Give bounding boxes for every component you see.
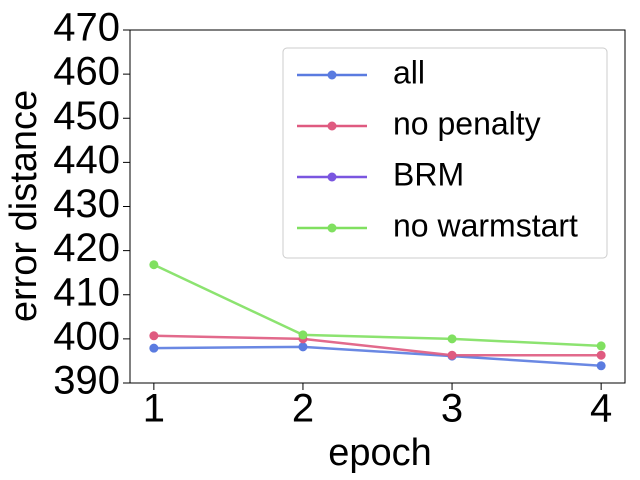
series-point bbox=[149, 331, 159, 341]
y-tick-label: 440 bbox=[53, 138, 120, 182]
series-point bbox=[447, 350, 457, 360]
y-tick-label: 430 bbox=[53, 182, 120, 226]
y-tick-label: 470 bbox=[53, 6, 120, 50]
series-point bbox=[149, 343, 159, 353]
x-axis-label: epoch bbox=[328, 432, 432, 474]
legend-marker bbox=[327, 70, 337, 80]
series-point bbox=[298, 330, 308, 340]
series-line bbox=[153, 263, 602, 348]
legend-marker bbox=[327, 223, 337, 233]
series-point bbox=[149, 260, 159, 270]
series-point bbox=[596, 350, 606, 360]
y-tick-label: 420 bbox=[53, 226, 120, 270]
x-tick-label: 3 bbox=[441, 387, 463, 431]
y-axis-label: error distance bbox=[3, 90, 45, 322]
y-tick-label: 450 bbox=[53, 94, 120, 138]
series-line bbox=[153, 345, 602, 368]
x-tick-label: 4 bbox=[590, 387, 612, 431]
x-tick-label: 2 bbox=[292, 387, 314, 431]
legend-marker bbox=[327, 121, 337, 131]
x-tick-label: 1 bbox=[143, 387, 165, 431]
series-line bbox=[153, 334, 602, 357]
legend-box bbox=[282, 47, 608, 259]
legend-label: all bbox=[393, 54, 425, 90]
legend-label: no penalty bbox=[393, 105, 541, 141]
plot-frame bbox=[129, 29, 626, 384]
legend-label: BRM bbox=[393, 156, 464, 192]
y-tick-label: 390 bbox=[53, 359, 120, 403]
series-point bbox=[447, 334, 457, 344]
legend-label: no warmstart bbox=[393, 207, 578, 243]
legend-marker bbox=[327, 172, 337, 182]
series-point bbox=[596, 361, 606, 371]
series-point bbox=[596, 341, 606, 351]
y-tick-label: 460 bbox=[53, 50, 120, 94]
y-tick-label: 410 bbox=[53, 270, 120, 314]
series-point bbox=[298, 342, 308, 352]
y-tick-label: 400 bbox=[53, 314, 120, 358]
